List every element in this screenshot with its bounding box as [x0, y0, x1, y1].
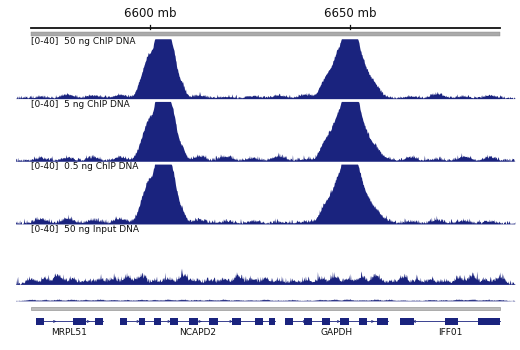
Bar	[478, 318, 500, 325]
Bar	[255, 318, 263, 325]
Bar	[269, 318, 275, 325]
Bar	[95, 318, 103, 325]
Bar	[400, 318, 414, 325]
Bar	[304, 318, 312, 325]
Text: [0-40]  50 ng Input DNA: [0-40] 50 ng Input DNA	[31, 225, 138, 234]
Bar	[35, 318, 44, 325]
Bar	[139, 318, 145, 325]
Bar	[341, 318, 348, 325]
Bar	[285, 318, 293, 325]
Text: [0-40]  50 ng ChIP DNA: [0-40] 50 ng ChIP DNA	[31, 37, 135, 46]
Text: [0-40]  0.5 ng ChIP DNA: [0-40] 0.5 ng ChIP DNA	[31, 162, 138, 172]
Text: 6650 mb: 6650 mb	[324, 7, 376, 20]
Bar	[170, 318, 178, 325]
Text: IFF01: IFF01	[438, 328, 462, 337]
Bar	[445, 318, 458, 325]
Bar	[31, 307, 500, 310]
Bar	[154, 318, 161, 325]
Text: MRPL51: MRPL51	[51, 328, 87, 337]
Text: 6600 mb: 6600 mb	[124, 7, 177, 20]
Text: [0-40]  5 ng ChIP DNA: [0-40] 5 ng ChIP DNA	[31, 100, 129, 109]
Bar	[31, 32, 500, 36]
Bar	[359, 318, 367, 325]
Bar	[232, 318, 241, 325]
Bar	[378, 318, 387, 325]
Bar	[73, 318, 86, 325]
Text: NCAPD2: NCAPD2	[179, 328, 216, 337]
Bar	[189, 318, 198, 325]
Text: GAPDH: GAPDH	[320, 328, 353, 337]
Bar	[209, 318, 218, 325]
Bar	[121, 318, 127, 325]
Bar	[322, 318, 330, 325]
